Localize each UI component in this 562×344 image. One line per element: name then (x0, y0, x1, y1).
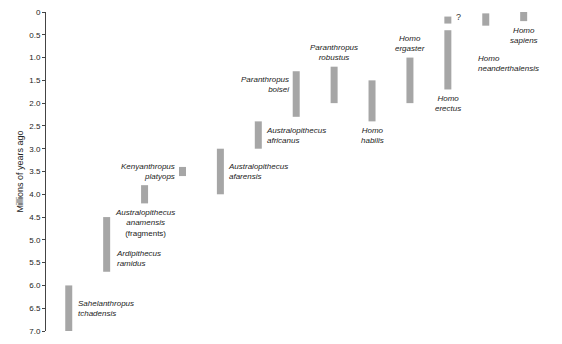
svg-text:Homoergaster: Homoergaster (395, 34, 425, 53)
svg-text:0.5: 0.5 (29, 31, 41, 40)
svg-text:7.0: 7.0 (29, 327, 41, 336)
svg-text:1.5: 1.5 (29, 76, 41, 85)
svg-text:Kenyanthropusplatyops: Kenyanthropusplatyops (121, 162, 175, 181)
svg-text:3.5: 3.5 (29, 167, 41, 176)
svg-text:3.0: 3.0 (29, 145, 41, 154)
svg-text:4.5: 4.5 (29, 213, 41, 222)
svg-text:Homosapiens: Homosapiens (510, 26, 538, 45)
svg-text:Sahelanthropustchadensis: Sahelanthropustchadensis (78, 299, 134, 318)
svg-text:2.5: 2.5 (29, 122, 41, 131)
svg-text:Homoneanderthalensis: Homoneanderthalensis (478, 54, 539, 73)
svg-text:Paranthropusboisei: Paranthropusboisei (241, 75, 289, 94)
svg-text:Australopithecusanamensis(frag: Australopithecusanamensis(fragments) (115, 208, 175, 238)
svg-text:6.0: 6.0 (29, 281, 41, 290)
svg-text:Homoerectus: Homoerectus (435, 94, 461, 113)
svg-text:0: 0 (36, 8, 41, 17)
svg-text:Australopithecusafarensis: Australopithecusafarensis (228, 162, 288, 181)
svg-text:Paranthropusrobustus: Paranthropusrobustus (310, 43, 358, 62)
svg-text:Ardipithecusramidus: Ardipithecusramidus (116, 249, 161, 268)
svg-text:Homohabilis: Homohabilis (361, 126, 384, 145)
svg-text:Millions of years ago: Millions of years ago (15, 130, 25, 212)
svg-text:5.0: 5.0 (29, 236, 41, 245)
svg-text:?: ? (456, 12, 461, 22)
svg-text:4.0: 4.0 (29, 190, 41, 199)
svg-text:2.0: 2.0 (29, 99, 41, 108)
svg-text:Australopithecusafricanus: Australopithecusafricanus (266, 126, 326, 145)
svg-text:5.5: 5.5 (29, 258, 41, 267)
svg-text:1.0: 1.0 (29, 53, 41, 62)
svg-text:6.5: 6.5 (29, 304, 41, 313)
